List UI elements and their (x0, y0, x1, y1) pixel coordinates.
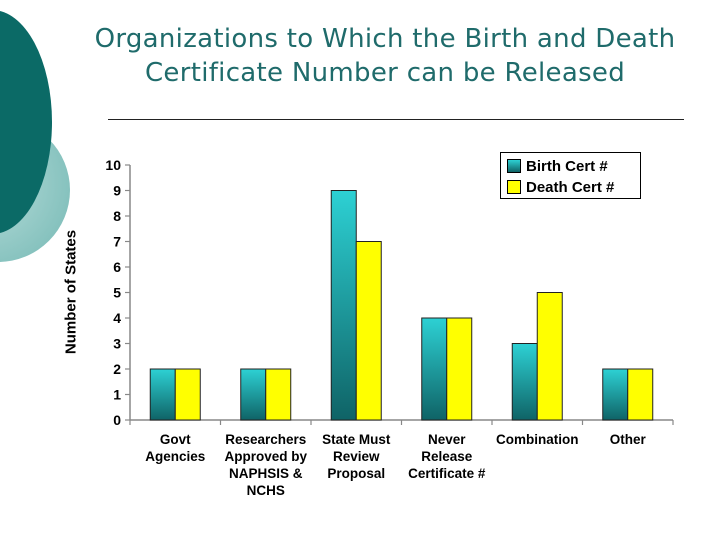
y-axis-label: Number of States (62, 229, 80, 355)
x-category-label-line: Agencies (145, 449, 206, 464)
y-tick-label: 0 (113, 412, 121, 428)
bar-death-cert (174, 368, 201, 421)
x-category-label-line: NAPHSIS & (228, 466, 303, 481)
x-category-label-line: Release (421, 449, 473, 464)
x-category-label-line: Approved by (224, 449, 307, 464)
slide-title-line-1: Organizations to Which the Birth and Dea… (94, 24, 676, 54)
y-tick-label: 5 (113, 285, 121, 301)
legend-item-birth: Birth Cert # (507, 156, 608, 176)
x-category-label-line: Govt (159, 432, 191, 447)
x-category-label: Govt Agencies (125, 431, 225, 465)
bar-death-cert (355, 241, 382, 421)
x-category-label-line: Never (427, 432, 466, 447)
bar-birth-cert (240, 368, 267, 421)
x-category-label: Researchers Approved by NAPHSIS & NCHS (216, 431, 316, 499)
y-tick-label: 9 (113, 183, 121, 199)
bar-birth-cert (602, 368, 629, 421)
y-tick-label: 7 (113, 234, 121, 250)
x-category-label-line: Other (609, 432, 646, 447)
bar-birth-cert (511, 343, 538, 421)
title-divider (108, 119, 684, 120)
x-category-label: Combination (487, 431, 587, 448)
x-category-label-line: Researchers (225, 432, 307, 447)
x-category-label-line: Review (332, 449, 380, 464)
legend-item-death: Death Cert # (507, 177, 614, 197)
y-tick-label: 6 (113, 259, 121, 275)
legend-swatch-death (507, 180, 521, 194)
y-tick-label: 2 (113, 361, 121, 377)
x-category-label-line: State Must (322, 432, 391, 447)
y-tick-label: 4 (113, 310, 121, 326)
y-tick-label: 3 (113, 336, 121, 352)
bar-birth-cert (421, 317, 448, 421)
x-category-label-line: Certificate # (408, 466, 486, 481)
y-tick-label: 1 (113, 387, 121, 403)
bar-death-cert (536, 292, 563, 421)
x-category-label-line: Proposal (327, 466, 386, 481)
x-category-label: Never Release Certificate # (397, 431, 497, 482)
bar-birth-cert (149, 368, 176, 421)
bar-death-cert (265, 368, 292, 421)
bar-chart: 0 1 2 3 4 5 6 7 8 9 10 (105, 157, 674, 428)
legend-swatch-birth (507, 159, 521, 173)
y-tick-label: 8 (113, 208, 121, 224)
bar-death-cert (627, 368, 654, 421)
legend-label-death: Death Cert # (526, 178, 615, 196)
x-category-label-line: NCHS (246, 483, 285, 498)
x-category-label: Other (578, 431, 678, 448)
bar-death-cert (446, 317, 473, 421)
x-category-label: State Must Review Proposal (306, 431, 406, 482)
bar-birth-cert (330, 190, 357, 421)
legend-label-birth: Birth Cert # (526, 157, 608, 175)
slide-title: Organizations to Which the Birth and Dea… (50, 22, 720, 90)
legend: Birth Cert # Death Cert # (500, 152, 641, 199)
y-tick-label: 10 (105, 157, 121, 173)
slide-title-line-2: Certificate Number can be Released (144, 58, 626, 88)
x-category-label-line: Combination (496, 432, 579, 447)
dark-teal-circle (0, 11, 52, 233)
